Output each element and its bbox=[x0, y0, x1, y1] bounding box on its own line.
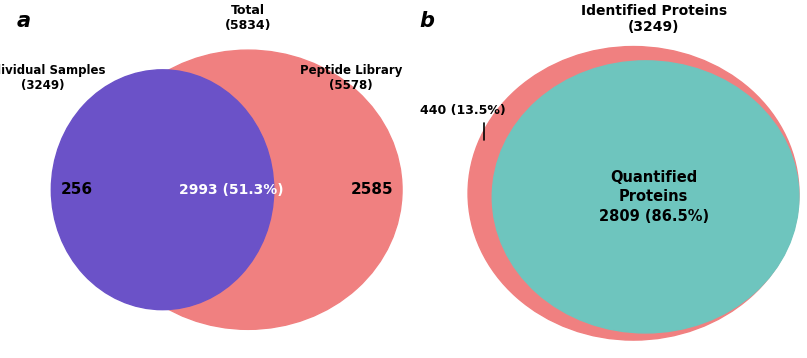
Text: Peptide Library
(5578): Peptide Library (5578) bbox=[299, 64, 402, 92]
Ellipse shape bbox=[52, 70, 274, 310]
Text: 256: 256 bbox=[61, 182, 93, 197]
Text: Individual Samples
(3249): Individual Samples (3249) bbox=[0, 64, 106, 92]
Text: a: a bbox=[17, 11, 31, 31]
Ellipse shape bbox=[492, 61, 799, 333]
Text: 2993 (51.3%): 2993 (51.3%) bbox=[178, 183, 283, 197]
Ellipse shape bbox=[94, 50, 402, 329]
Text: Quantified
Proteins
2809 (86.5%): Quantified Proteins 2809 (86.5%) bbox=[599, 170, 709, 224]
Text: Identified Proteins
(3249): Identified Proteins (3249) bbox=[580, 4, 727, 34]
Ellipse shape bbox=[468, 47, 799, 340]
Text: 440 (13.5%): 440 (13.5%) bbox=[420, 105, 505, 140]
Text: b: b bbox=[420, 11, 435, 31]
Text: 2585: 2585 bbox=[351, 182, 394, 197]
Text: Total
(5834): Total (5834) bbox=[225, 4, 271, 32]
